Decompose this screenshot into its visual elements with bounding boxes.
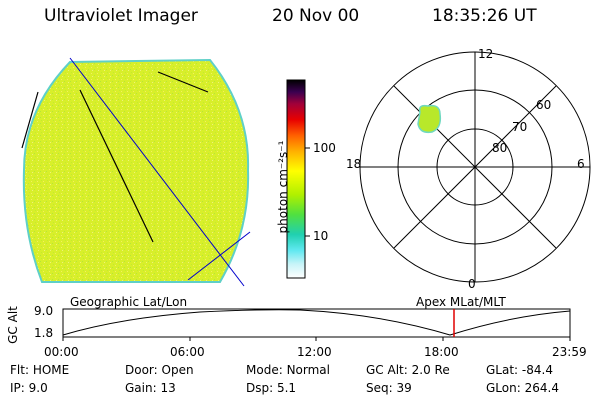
ip-value: 9.0 — [28, 381, 48, 395]
colorbar — [286, 79, 310, 279]
date-label: 20 Nov 00 — [272, 6, 360, 26]
instrument-title: Ultraviolet Imager — [44, 6, 198, 26]
glat-label: GLat: — [486, 363, 519, 377]
grid-line-black — [79, 89, 154, 243]
timeline-right-title: Apex MLat/MLT — [416, 295, 506, 309]
info-gain: Gain: 13 — [125, 381, 176, 395]
colorbar-tick-10: 10 — [313, 229, 329, 243]
seq-label: Seq: — [366, 381, 393, 395]
info-mode: Mode: Normal — [246, 363, 330, 377]
altitude-timeline — [62, 308, 571, 341]
gcalt-label: GC Alt: — [366, 363, 408, 377]
mode-label: Mode: — [246, 363, 283, 377]
x-tick-0000: 00:00 — [44, 345, 79, 359]
x-tick-1800: 18:00 — [424, 345, 459, 359]
polar-dial — [359, 51, 591, 283]
colorbar-tick-100: 100 — [313, 141, 336, 155]
grid-line-blue — [69, 57, 245, 287]
info-glon: GLon: 264.4 — [486, 381, 559, 395]
aurora-spot — [417, 104, 442, 134]
seq-value: 39 — [396, 381, 412, 395]
info-door: Door: Open — [125, 363, 194, 377]
gain-label: Gain: — [125, 381, 157, 395]
door-label: Door: — [125, 363, 158, 377]
y-tick-1-8: 1.8 — [34, 326, 54, 340]
colorbar-unit-label: photon cm⁻²s⁻¹ — [276, 140, 290, 234]
mlat-label-60: 60 — [536, 98, 552, 112]
mlat-label-70: 70 — [512, 120, 528, 134]
info-gcalt: GC Alt: 2.0 Re — [366, 363, 450, 377]
info-glat: GLat: -84.4 — [486, 363, 553, 377]
mlat-label-80: 80 — [492, 141, 508, 155]
glon-label: GLon: — [486, 381, 521, 395]
x-tick-2359: 23:59 — [552, 345, 587, 359]
mlt-label-18: 18 — [346, 157, 362, 171]
limb-segment-blue — [187, 231, 251, 281]
timeline-y-axis-label: GC Alt — [6, 306, 20, 344]
limb-segment — [21, 91, 39, 149]
glon-value: 264.4 — [524, 381, 559, 395]
mlt-label-6: 6 — [577, 157, 585, 171]
info-ip: IP: 9.0 — [10, 381, 48, 395]
grid-line-black-short — [157, 71, 209, 93]
flt-value: HOME — [32, 363, 70, 377]
dsp-label: Dsp: — [246, 381, 274, 395]
uvi-disk-image — [21, 57, 251, 287]
info-flt: Flt: HOME — [10, 363, 69, 377]
ip-label: IP: — [10, 381, 25, 395]
x-tick-1200: 12:00 — [297, 345, 332, 359]
info-seq: Seq: 39 — [366, 381, 412, 395]
dsp-value: 5.1 — [276, 381, 297, 395]
door-value: Open — [161, 363, 194, 377]
y-tick-9: 9.0 — [34, 304, 54, 318]
mlt-label-12: 12 — [478, 47, 494, 61]
glat-value: -84.4 — [521, 363, 553, 377]
flt-label: Flt: — [10, 363, 29, 377]
gain-value: 13 — [160, 381, 176, 395]
gcalt-value: 2.0 Re — [411, 363, 450, 377]
mlt-label-0: 0 — [468, 277, 476, 291]
timeline-left-title: Geographic Lat/Lon — [70, 295, 188, 309]
x-tick-0600: 06:00 — [170, 345, 205, 359]
time-label: 18:35:26 UT — [432, 6, 537, 26]
mode-value: Normal — [286, 363, 330, 377]
info-dsp: Dsp: 5.1 — [246, 381, 296, 395]
